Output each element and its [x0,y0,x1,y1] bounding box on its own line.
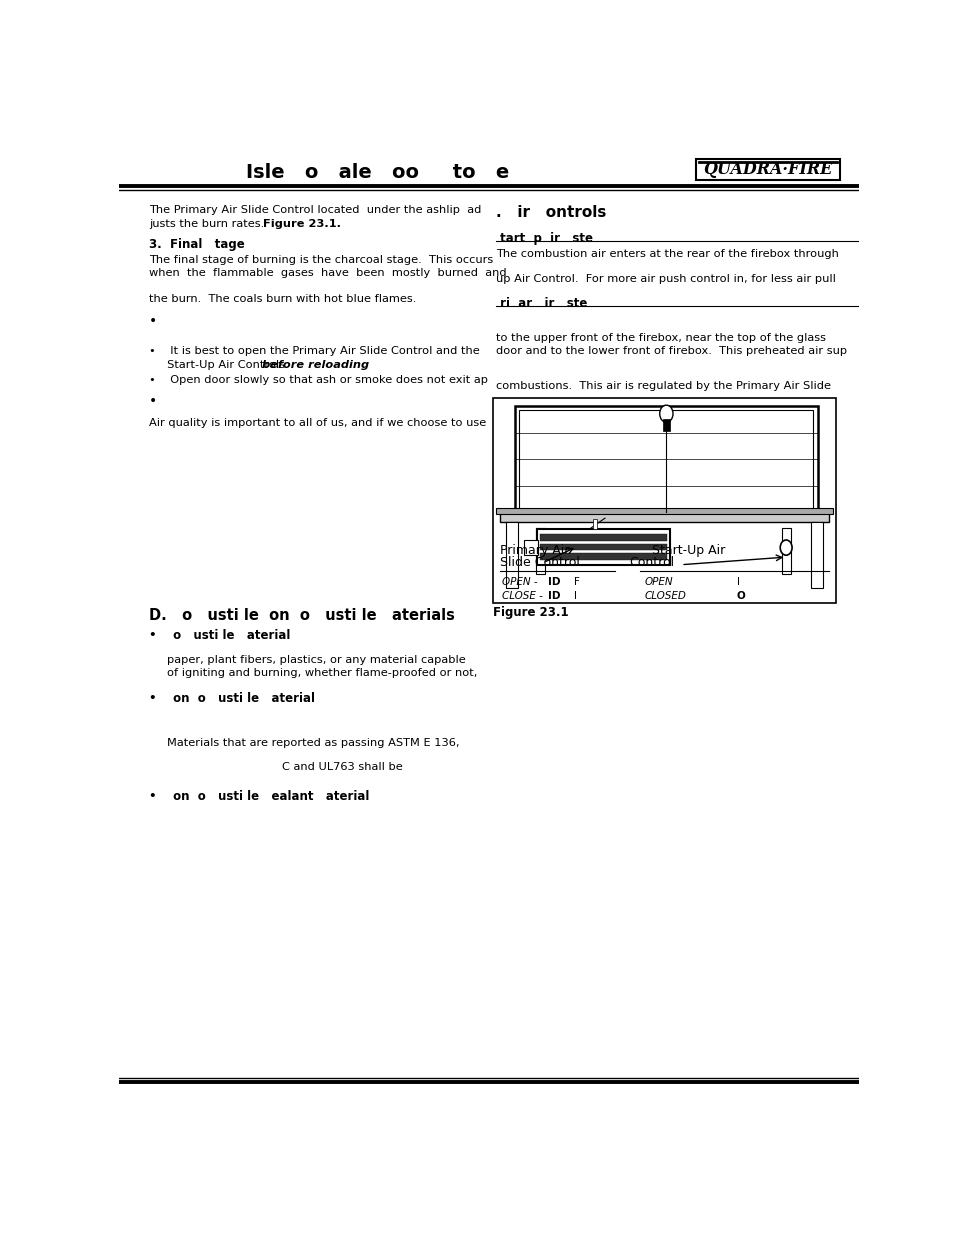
Bar [523,540,537,556]
Bar [492,399,836,603]
Text: when  the  flammable  gases  have  been  mostly  burned  and: when the flammable gases have been mostl… [149,268,506,278]
Bar [518,410,813,509]
Text: Start-Up Air Controls: Start-Up Air Controls [149,361,288,370]
Bar [515,406,817,513]
Text: •    Open door slowly so that ash or smoke does not exit ap: • Open door slowly so that ash or smoke … [149,374,487,384]
Text: .   ir   ontrols: . ir ontrols [496,205,606,220]
Bar [781,527,790,574]
Text: QUADRA·FIRE: QUADRA·FIRE [702,161,832,178]
Text: F: F [574,577,579,587]
Bar [696,158,840,179]
Text: Figure 23.1: Figure 23.1 [492,605,568,619]
Text: 3.  Final   tage: 3. Final tage [149,237,244,251]
Bar [810,522,822,589]
Bar [505,522,517,589]
Text: O: O [736,592,744,601]
Text: Control: Control [628,556,674,569]
Text: OPEN: OPEN [643,577,672,587]
Text: CLOSED: CLOSED [643,592,685,601]
Circle shape [659,405,672,422]
Bar [539,535,666,541]
Text: paper, plant fibers, plastics, or any material capable: paper, plant fibers, plastics, or any ma… [167,655,466,666]
Text: Materials that are reported as passing ASTM E 136,: Materials that are reported as passing A… [167,737,459,747]
Text: Air quality is important to all of us, and if we choose to use: Air quality is important to all of us, a… [149,419,486,429]
Text: D.   o   usti le  on  o   usti le   aterials: D. o usti le on o usti le aterials [149,609,455,624]
Text: •    on  o   usti le   aterial: • on o usti le aterial [149,692,314,705]
Text: The final stage of burning is the charcoal stage.  This occurs: The final stage of burning is the charco… [149,254,493,264]
Text: Isle   o   ale   oo     to   e: Isle o ale oo to e [246,163,509,182]
Bar [496,508,832,514]
Text: door and to the lower front of firebox.  This preheated air sup: door and to the lower front of firebox. … [496,346,846,356]
Circle shape [780,540,791,556]
Text: up Air Control.  For more air push control in, for less air pull: up Air Control. For more air push contro… [496,274,836,284]
Bar [592,519,597,529]
Text: to the upper front of the firebox, near the top of the glass: to the upper front of the firebox, near … [496,332,825,342]
Text: Slide Control: Slide Control [499,556,579,569]
Text: Figure 23.1.: Figure 23.1. [263,219,341,228]
Text: ri  ar   ir   ste: ri ar ir ste [496,296,587,310]
Text: combustions.  This air is regulated by the Primary Air Slide: combustions. This air is regulated by th… [496,382,830,391]
Bar [662,420,669,431]
Text: tart  p  ir   ste: tart p ir ste [496,232,593,245]
Text: The combustion air enters at the rear of the firebox through: The combustion air enters at the rear of… [496,249,839,259]
Bar [539,543,666,551]
Text: CLOSE -: CLOSE - [501,592,542,601]
Text: OPEN -: OPEN - [501,577,537,587]
Text: before reloading: before reloading [262,361,369,370]
Text: the burn.  The coals burn with hot blue flames.: the burn. The coals burn with hot blue f… [149,294,416,304]
Text: Start-Up Air: Start-Up Air [651,543,724,557]
Text: •    o   usti le   aterial: • o usti le aterial [149,630,290,642]
Text: I: I [736,577,739,587]
Text: ID: ID [547,592,560,601]
Text: I: I [574,592,577,601]
Bar [499,510,828,522]
Text: ID: ID [547,577,560,587]
Bar [539,553,666,559]
Text: •: • [149,394,157,408]
Text: The Primary Air Slide Control located  under the ashlip  ad: The Primary Air Slide Control located un… [149,205,480,215]
Text: of igniting and burning, whether flame-proofed or not,: of igniting and burning, whether flame-p… [167,668,477,678]
Text: •    on  o   usti le   ealant   aterial: • on o usti le ealant aterial [149,790,369,803]
Text: •    It is best to open the Primary Air Slide Control and the: • It is best to open the Primary Air Sli… [149,346,479,356]
Text: Primary Air: Primary Air [499,543,569,557]
Text: justs the burn rates.: justs the burn rates. [149,219,271,228]
Bar [535,527,544,574]
Text: •: • [149,314,157,327]
Text: C and UL763 shall be: C and UL763 shall be [282,762,402,772]
Bar [537,529,669,564]
